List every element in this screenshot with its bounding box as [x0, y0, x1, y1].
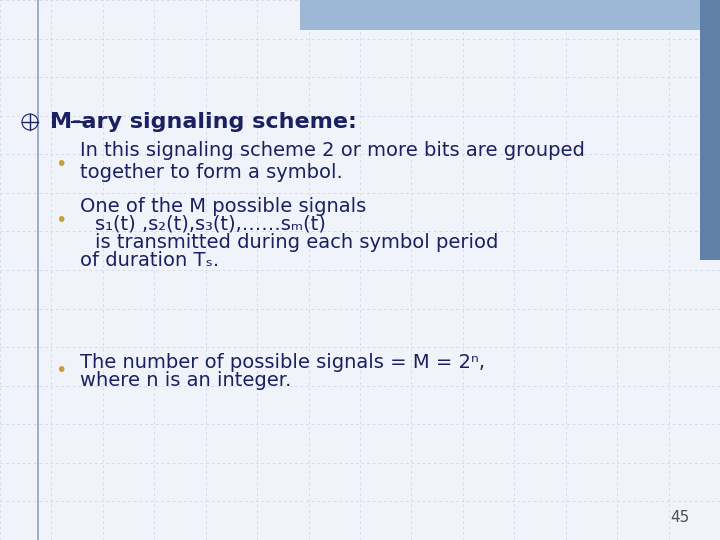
Text: 45: 45	[670, 510, 690, 525]
Text: One of the M possible signals: One of the M possible signals	[80, 197, 366, 215]
Text: •: •	[55, 361, 66, 380]
Text: of duration Tₛ.: of duration Tₛ.	[80, 251, 219, 269]
Text: In this signaling scheme 2 or more bits are grouped: In this signaling scheme 2 or more bits …	[80, 141, 585, 160]
Text: M-ary signaling scheme:: M-ary signaling scheme:	[50, 112, 357, 132]
Text: The number of possible signals = M = 2ⁿ,: The number of possible signals = M = 2ⁿ,	[80, 353, 485, 372]
Text: together to form a symbol.: together to form a symbol.	[80, 164, 343, 183]
Text: s₁(t) ,s₂(t),s₃(t),……sₘ(t): s₁(t) ,s₂(t),s₃(t),……sₘ(t)	[95, 214, 326, 233]
Bar	[700, 0, 720, 260]
Text: where n is an integer.: where n is an integer.	[80, 370, 292, 389]
Text: is transmitted during each symbol period: is transmitted during each symbol period	[95, 233, 498, 252]
Text: •: •	[55, 156, 66, 174]
Text: •: •	[55, 211, 66, 229]
Bar	[300, 0, 710, 30]
